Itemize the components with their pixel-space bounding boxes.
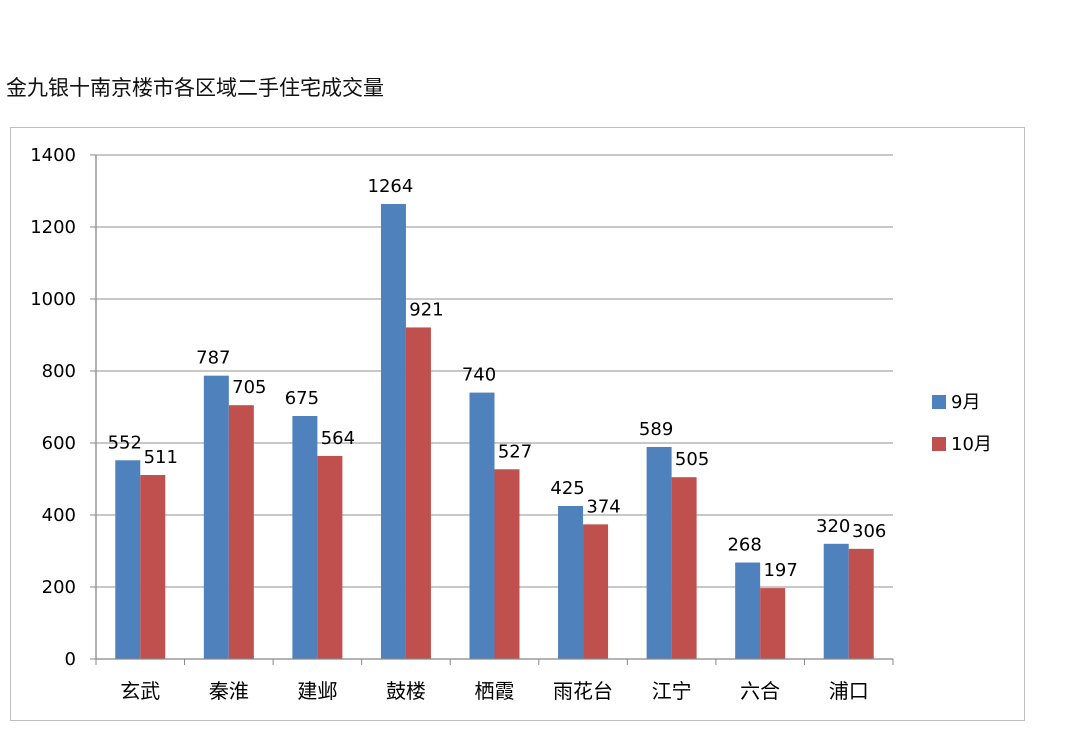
- data-label: 425: [550, 478, 584, 499]
- bar-oct: [583, 524, 609, 659]
- bar-oct: [494, 469, 520, 659]
- bar-oct: [140, 475, 166, 659]
- y-tick-label: 400: [42, 505, 76, 526]
- axes: [95, 155, 893, 660]
- bar-oct: [228, 405, 254, 659]
- data-label: 1264: [368, 176, 414, 197]
- bar-sep: [203, 375, 229, 659]
- legend-swatch: [932, 437, 946, 451]
- x-category-label: 秦淮: [209, 679, 249, 703]
- data-label: 589: [639, 419, 673, 440]
- bar-sep: [558, 506, 584, 659]
- data-label: 675: [285, 388, 319, 409]
- x-axis-categories: 玄武 秦淮 建邺 鼓楼 栖霞 雨花台 江宁 六合 浦口: [120, 679, 868, 703]
- x-category-label: 鼓楼: [386, 679, 426, 703]
- legend: 9月 10月: [932, 392, 992, 455]
- y-tick-label: 200: [42, 577, 76, 598]
- data-label: 320: [816, 516, 850, 537]
- bar-oct: [405, 327, 431, 659]
- y-axis-ticks: 0 200 400 600 800 1000 1200 1400: [30, 145, 76, 670]
- data-label: 268: [727, 535, 761, 556]
- bar-sep: [292, 416, 318, 659]
- bar-sep: [380, 203, 406, 659]
- bar-oct: [848, 548, 874, 659]
- bars: [115, 203, 874, 659]
- y-tick-label: 1000: [30, 289, 76, 310]
- x-category-label: 雨花台: [553, 679, 613, 703]
- chart-frame: [10, 127, 1025, 721]
- x-category-label: 玄武: [120, 679, 160, 703]
- legend-label: 9月: [951, 392, 980, 413]
- y-tick-label: 0: [65, 649, 76, 670]
- bar-oct: [760, 588, 786, 659]
- data-label: 374: [586, 496, 620, 517]
- data-label: 527: [498, 441, 532, 462]
- x-category-label: 建邺: [297, 679, 337, 703]
- data-label: 306: [852, 521, 886, 542]
- y-tick-label: 800: [42, 361, 76, 382]
- data-label: 505: [675, 449, 709, 470]
- legend-swatch: [932, 395, 946, 409]
- y-tick-label: 600: [42, 433, 76, 454]
- data-label: 511: [144, 447, 178, 468]
- y-tick-label: 1400: [30, 145, 76, 166]
- legend-label: 10月: [951, 434, 992, 455]
- data-label: 197: [763, 560, 797, 581]
- x-category-label: 浦口: [829, 679, 869, 703]
- data-label: 787: [196, 348, 230, 369]
- data-label: 921: [409, 299, 443, 320]
- bar-sep: [646, 446, 672, 659]
- chart-title: 金九银十南京楼市各区域二手住宅成交量: [6, 76, 384, 100]
- data-label: 564: [321, 428, 355, 449]
- bar-sep: [469, 392, 495, 659]
- bar-sep: [823, 543, 849, 659]
- bar-oct: [317, 455, 343, 659]
- x-category-label: 栖霞: [475, 679, 515, 703]
- x-category-label: 江宁: [652, 679, 692, 703]
- bar-sep: [735, 562, 761, 659]
- bar-oct: [671, 477, 697, 659]
- bar-sep: [115, 460, 141, 659]
- data-label: 552: [108, 432, 142, 453]
- data-label: 740: [462, 365, 496, 386]
- x-category-label: 六合: [740, 679, 780, 703]
- data-label: 705: [232, 377, 266, 398]
- y-tick-label: 1200: [30, 217, 76, 238]
